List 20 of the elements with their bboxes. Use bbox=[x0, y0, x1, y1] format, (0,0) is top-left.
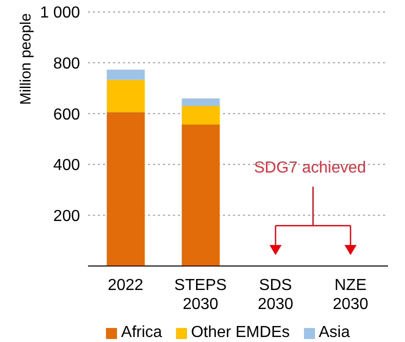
annotation: SDG7 achieved bbox=[254, 160, 366, 177]
legend-label: Africa bbox=[120, 324, 162, 342]
bar bbox=[106, 80, 145, 112]
y-tick-label: 400 bbox=[53, 157, 80, 174]
x-tick-label: SDS 2030 bbox=[258, 277, 294, 313]
bar bbox=[182, 106, 220, 125]
x-tick-label: STEPS 2030 bbox=[174, 277, 227, 313]
y-tick-label: 1 000 bbox=[40, 4, 80, 22]
x-tick-label: 2022 bbox=[108, 277, 144, 294]
bar bbox=[182, 98, 220, 106]
y-tick-label: 800 bbox=[53, 55, 80, 72]
bar bbox=[106, 70, 145, 80]
y-tick-label: 600 bbox=[53, 106, 80, 124]
x-tick-label: NZE 2030 bbox=[332, 277, 368, 313]
y-tick-label: 200 bbox=[53, 208, 80, 225]
bar bbox=[182, 124, 220, 266]
bar bbox=[106, 112, 145, 266]
legend-label: Other EMDEs bbox=[190, 324, 290, 342]
legend-label: Asia bbox=[318, 324, 350, 342]
y-axis-title: Million people bbox=[17, 13, 34, 105]
